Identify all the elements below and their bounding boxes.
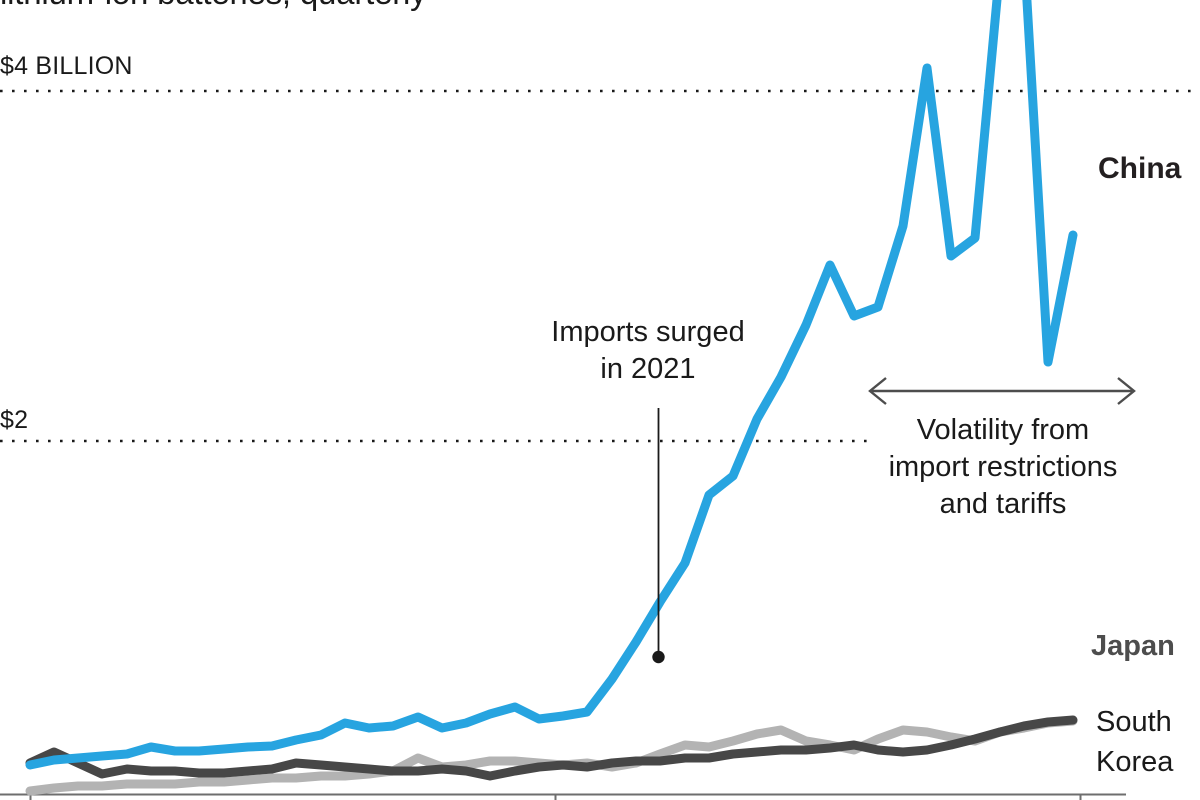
series-label-china: China xyxy=(1098,152,1182,185)
series-line-south-korea xyxy=(25,716,1078,796)
y-axis-label-top: $4 BILLION xyxy=(0,52,133,80)
callout-point-dot xyxy=(652,650,665,664)
range-arrow-head-left-icon xyxy=(868,377,887,405)
series-line-japan xyxy=(25,715,1078,781)
range-arrow-head-right-icon xyxy=(1117,377,1136,405)
annotation-imports-surged: Imports surged in 2021 xyxy=(551,316,745,385)
annotation-volatility: Volatility from import restrictions and … xyxy=(888,414,1118,520)
series-label-japan: Japan xyxy=(1091,630,1175,662)
y-axis-label-mid: $2 xyxy=(0,406,29,434)
page-title: lithium-ion batteries, quarterly xyxy=(0,0,427,12)
series-label-south-korea: South Korea xyxy=(1096,706,1174,778)
series-line-china xyxy=(25,0,1078,770)
